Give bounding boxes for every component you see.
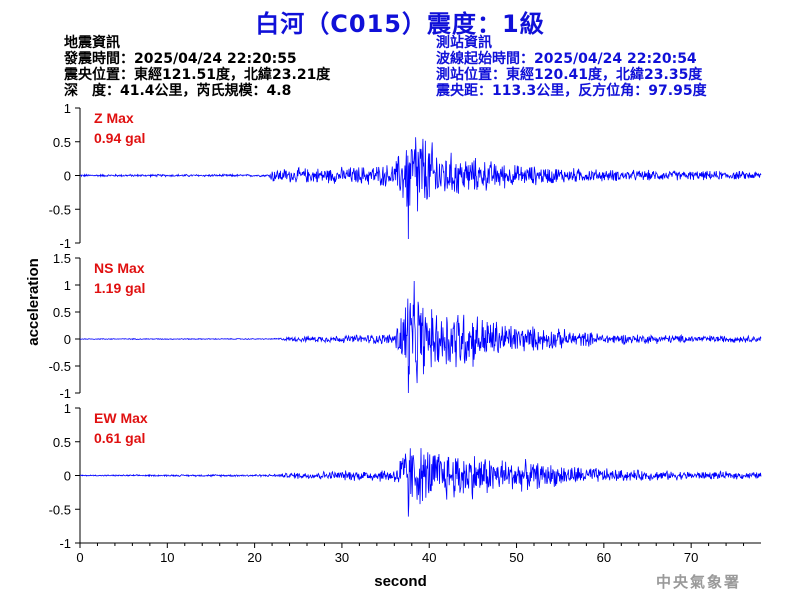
chart-title: 白河（C015）震度：1級 <box>255 10 545 38</box>
x-tick-label: 0 <box>76 550 83 565</box>
waveform-ns <box>79 281 762 394</box>
distance-azimuth: 震央距：113.3公里，反方位角：97.95度 <box>436 83 707 99</box>
depth-magnitude: 深 度：41.4公里，芮氏規模：4.8 <box>64 83 292 99</box>
station-info: 測站資訊 波線起始時間：2025/04/24 22:20:54 測站位置：東經1… <box>436 35 707 99</box>
panel-max-value: 0.61 gal <box>94 430 145 446</box>
y-tick-label: -1 <box>59 386 71 401</box>
x-tick-label: 30 <box>335 550 349 565</box>
y-tick-label: -0.5 <box>49 502 71 517</box>
y-tick-label: 0.5 <box>53 305 71 320</box>
y-tick-label: 1 <box>64 101 71 116</box>
panel-max-value: 0.94 gal <box>94 130 145 146</box>
origin-time: 發震時間：2025/04/24 22:20:55 <box>64 51 297 67</box>
epicenter-location: 震央位置：東經121.51度，北緯23.21度 <box>64 67 331 83</box>
x-tick-label: 10 <box>160 550 174 565</box>
y-tick-label: 0.5 <box>53 435 71 450</box>
wave-start-time: 波線起始時間：2025/04/24 22:20:54 <box>436 51 697 67</box>
earthquake-info-heading: 地震資訊 <box>64 35 120 51</box>
agency-watermark: 中央氣象署 <box>656 573 742 591</box>
y-tick-label: 0.5 <box>53 135 71 150</box>
y-tick-label: 0 <box>64 469 71 484</box>
x-tick-label: 60 <box>597 550 611 565</box>
x-tick-label: 50 <box>509 550 523 565</box>
waveform-ew <box>79 448 762 517</box>
waveform-z <box>79 137 762 239</box>
panel-label: EW Max <box>94 410 148 426</box>
y-tick-label: -0.5 <box>49 359 71 374</box>
x-tick-label: 40 <box>422 550 436 565</box>
panel-ew: -1 -0.5 0 0.5 1 EW Max 0.61 gal <box>49 401 762 551</box>
panel-label: Z Max <box>94 110 134 126</box>
y-tick-label: 0 <box>64 169 71 184</box>
y-tick-label: 1.5 <box>53 251 71 266</box>
y-axis-label: acceleration <box>25 258 42 346</box>
y-tick-label: -0.5 <box>49 202 71 217</box>
x-axis-label: second <box>374 573 427 590</box>
panel-z: -1 -0.5 0 0.5 1 Z Max 0.94 gal <box>49 101 762 251</box>
earthquake-info: 地震資訊 發震時間：2025/04/24 22:20:55 震央位置：東經121… <box>64 35 330 99</box>
y-tick-label: 1 <box>64 401 71 416</box>
panel-ns: -1 -0.5 0 0.5 1 1.5 NS Max 1.19 gal <box>49 251 762 401</box>
y-tick-label: -1 <box>59 536 71 551</box>
x-tick-label: 70 <box>684 550 698 565</box>
y-tick-label: 0 <box>64 332 71 347</box>
panel-label: NS Max <box>94 260 145 276</box>
x-tick-label: 20 <box>247 550 261 565</box>
y-tick-label: 1 <box>64 278 71 293</box>
panel-max-value: 1.19 gal <box>94 280 145 296</box>
station-location: 測站位置：東經120.41度，北緯23.35度 <box>436 67 703 83</box>
y-tick-label: -1 <box>59 236 71 251</box>
station-info-heading: 測站資訊 <box>436 35 492 51</box>
